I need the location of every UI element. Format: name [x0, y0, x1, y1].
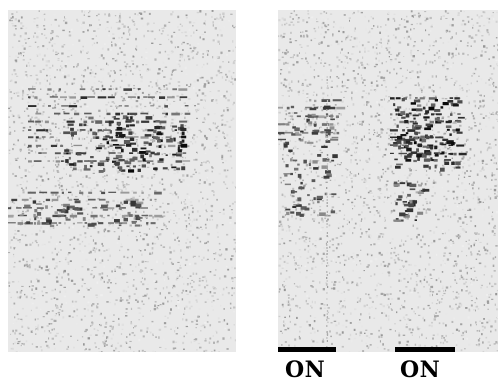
scale-bar-right	[395, 347, 455, 352]
left-image-panel	[8, 10, 236, 352]
right-noise-image	[278, 10, 498, 352]
right-image-panel	[278, 10, 498, 352]
label-on-right: ON	[400, 357, 441, 383]
label-on-left: ON	[285, 357, 326, 383]
left-noise-image	[8, 10, 236, 352]
scale-bar-left	[278, 347, 336, 352]
